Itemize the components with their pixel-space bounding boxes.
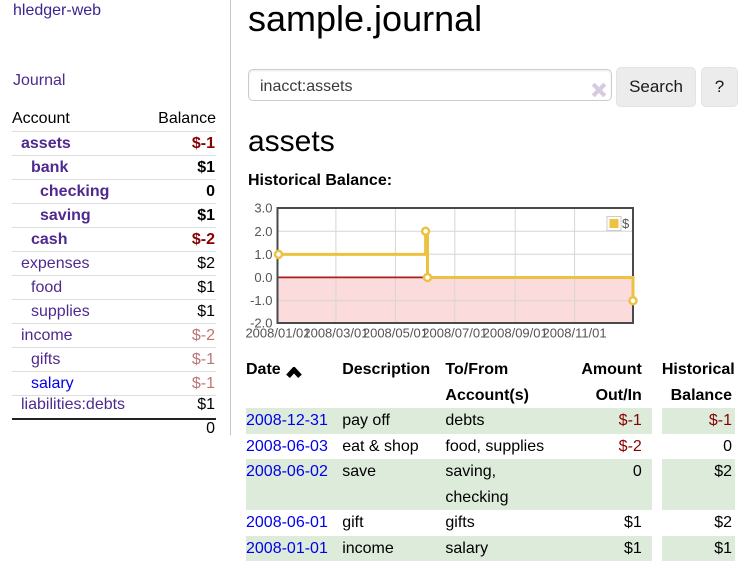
- svg-text:2008/05/01: 2008/05/01: [363, 326, 428, 341]
- svg-text:2008/01/01: 2008/01/01: [245, 326, 310, 341]
- svg-text:-1.0: -1.0: [250, 293, 272, 308]
- svg-text:2008/11/01: 2008/11/01: [543, 326, 607, 341]
- svg-text:2.0: 2.0: [254, 224, 272, 239]
- svg-text:3.0: 3.0: [254, 201, 272, 216]
- svg-text:2008/03/01: 2008/03/01: [303, 326, 368, 341]
- svg-text:0.0: 0.0: [254, 270, 272, 285]
- svg-text:1.0: 1.0: [254, 247, 272, 262]
- svg-text:2008/09/01: 2008/09/01: [483, 326, 548, 341]
- svg-text:2008/07/01: 2008/07/01: [422, 326, 487, 341]
- svg-text:-2.0: -2.0: [250, 316, 272, 331]
- svg-text:$: $: [622, 216, 630, 231]
